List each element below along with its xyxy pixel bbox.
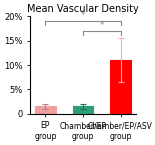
Text: *: *	[81, 11, 85, 20]
Bar	[73, 106, 93, 114]
Text: *: *	[100, 21, 104, 30]
Title: Mean Vascular Density: Mean Vascular Density	[27, 4, 139, 14]
Bar	[35, 106, 56, 114]
Bar	[110, 60, 131, 114]
